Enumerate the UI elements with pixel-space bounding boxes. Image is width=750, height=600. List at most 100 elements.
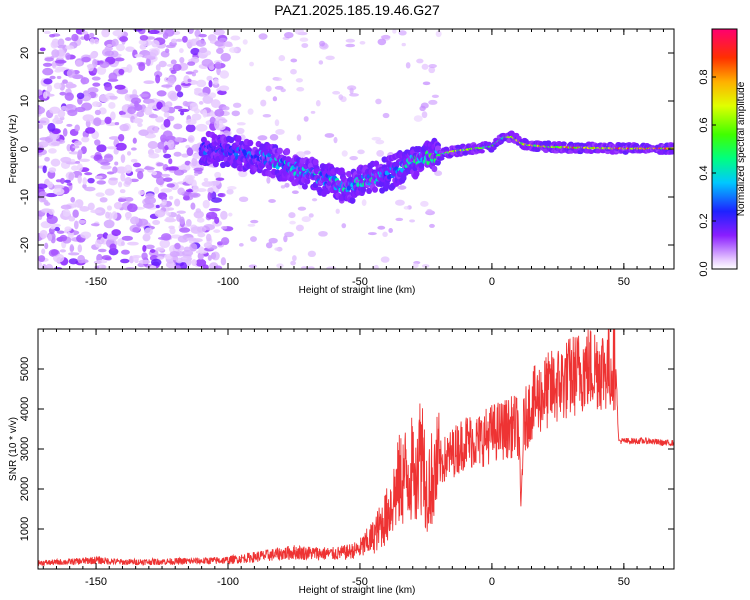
- spectrogram-noise-cell: [57, 44, 66, 49]
- spectrogram-noise-cell: [83, 33, 90, 41]
- spectrogram-noise-cell: [332, 90, 341, 95]
- spectrogram-noise-cell: [87, 177, 95, 184]
- spectrogram-noise-cell: [226, 43, 233, 48]
- spectrogram-noise-cell: [431, 94, 439, 98]
- spectrogram-noise-cell: [156, 256, 164, 260]
- spectrogram-noise-cell: [127, 241, 139, 246]
- spectrogram-noise-cell: [388, 227, 393, 233]
- spectrogram-noise-cell: [164, 101, 173, 108]
- spectrogram-noise-cell: [68, 172, 75, 181]
- colorbar-gradient: [711, 28, 738, 270]
- spectrogram-noise-cell: [335, 208, 340, 214]
- spectrogram-noise-cell: [220, 257, 227, 266]
- spectrogram-noise-cell: [144, 106, 152, 116]
- spectrogram-noise-cell: [222, 106, 230, 111]
- spectrogram-noise-cell: [60, 204, 72, 210]
- spectrogram-noise-cell: [382, 112, 390, 119]
- spectrogram-noise-cell: [150, 258, 162, 267]
- spectrogram-noise-cell: [47, 181, 54, 189]
- spectrogram-noise-cell: [96, 144, 107, 153]
- spectrogram-noise-cell: [214, 40, 226, 47]
- spectrogram-noise-cell: [301, 43, 309, 48]
- spectrogram-noise-cell: [207, 192, 212, 201]
- colorbar-tick-label: 0.2: [698, 213, 710, 228]
- spectrogram-noise-cell: [99, 197, 108, 203]
- spectrogram-noise-cell: [176, 38, 183, 42]
- spectrogram-noise-cell: [93, 38, 100, 45]
- spectrogram-noise-cell: [124, 211, 132, 219]
- spectrogram-noise-cell: [324, 133, 335, 138]
- spectrogram-ridge-cell: [462, 151, 469, 156]
- spectrogram-noise-cell: [38, 255, 46, 263]
- spectrogram-noise-cell: [295, 224, 304, 232]
- spectrogram-noise-cell: [275, 129, 285, 135]
- spectrogram-noise-cell: [226, 188, 234, 195]
- spectrogram-ridge-cell: [228, 136, 235, 144]
- spectrogram-noise-cell: [294, 29, 305, 35]
- spectrogram-ridge-cell: [212, 160, 219, 168]
- spectrogram-noise-cell: [401, 42, 406, 47]
- spectrogram-noise-cell: [44, 57, 54, 62]
- spectrogram-ridge-cell: [372, 186, 379, 193]
- spectrogram-noise-cell: [120, 241, 125, 246]
- spectrogram-noise-cell: [125, 46, 135, 52]
- spectrogram-noise-cell: [160, 173, 171, 177]
- spectrogram-noise-cell: [156, 90, 167, 97]
- spectrogram-noise-cell: [186, 39, 194, 49]
- spectrogram-noise-cell: [230, 35, 241, 41]
- spectrogram-noise-cell: [77, 244, 83, 253]
- spectrogram-noise-cell: [98, 94, 110, 103]
- spectrogram-noise-cell: [100, 165, 112, 170]
- spectrogram-ridge-cell: [366, 187, 373, 195]
- spectrogram-noise-cell: [290, 68, 297, 75]
- spectrogram-noise-cell: [137, 218, 149, 226]
- spectrogram-noise-cell: [40, 208, 52, 214]
- spectrogram-noise-cell: [135, 168, 145, 173]
- spectrogram-noise-cell: [48, 167, 57, 173]
- spectrogram-noise-cell: [90, 223, 100, 227]
- spectrogram-noise-cell: [65, 45, 75, 50]
- spectrogram-noise-cell: [145, 57, 151, 67]
- spectrogram-noise-cell: [187, 61, 196, 66]
- spectrogram-noise-cell: [182, 195, 190, 201]
- spectrogram-noise-cell: [220, 52, 231, 62]
- spectrogram-noise-cell: [202, 109, 208, 118]
- spectrogram-noise-cell: [260, 99, 267, 107]
- spectrogram-noise-cell: [117, 181, 123, 188]
- snr-panel: -150 -100 -50 0 50 1000 2000 3000 4000 5000 Heigh…: [8, 328, 675, 596]
- spectrogram-noise-cell: [94, 265, 100, 269]
- spectrogram-noise-cell: [166, 211, 172, 216]
- spectrogram-noise-cell: [422, 81, 431, 86]
- spectrogram-noise-cell: [99, 60, 104, 64]
- spectrogram-noise-cell: [176, 91, 184, 98]
- spectrogram-noise-cell: [75, 60, 83, 67]
- spectrogram-noise-cell: [130, 158, 138, 163]
- spectrogram-noise-cell: [153, 186, 160, 194]
- spectrogram-noise-cell: [371, 136, 382, 141]
- spectrogram-noise-cell: [114, 57, 125, 62]
- spectrogram-noise-cell: [174, 136, 184, 143]
- spectrogram-y-tick-label: 10: [19, 95, 31, 107]
- spectrogram-noise-cell: [145, 244, 155, 250]
- spectrogram-noise-cell: [181, 250, 194, 257]
- spectrogram-noise-cell: [148, 152, 160, 159]
- spectrogram-noise-cell: [84, 186, 96, 192]
- spectrogram-x-label: Height of straight line (km): [299, 285, 416, 296]
- spectrogram-ridge-cell: [668, 150, 674, 155]
- spectrogram-noise-cell: [405, 62, 411, 69]
- spectrogram-noise-cell: [139, 44, 147, 50]
- spectrogram-noise-cell: [274, 247, 280, 251]
- spectrogram-noise-cell: [188, 192, 201, 198]
- spectrogram-noise-cell: [301, 216, 311, 223]
- spectrogram-noise-cell: [45, 93, 55, 97]
- spectrogram-noise-cell: [110, 111, 116, 121]
- spectrogram-noise-cell: [132, 162, 142, 168]
- spectrogram-noise-cell: [120, 258, 130, 264]
- spectrogram-noise-cell: [221, 226, 228, 230]
- spectrogram-noise-cell: [53, 188, 65, 196]
- spectrogram-noise-cell: [72, 145, 80, 149]
- spectrogram-noise-cell: [130, 216, 140, 225]
- spectrogram-noise-cell: [189, 102, 199, 112]
- spectrogram-noise-cell: [118, 198, 127, 203]
